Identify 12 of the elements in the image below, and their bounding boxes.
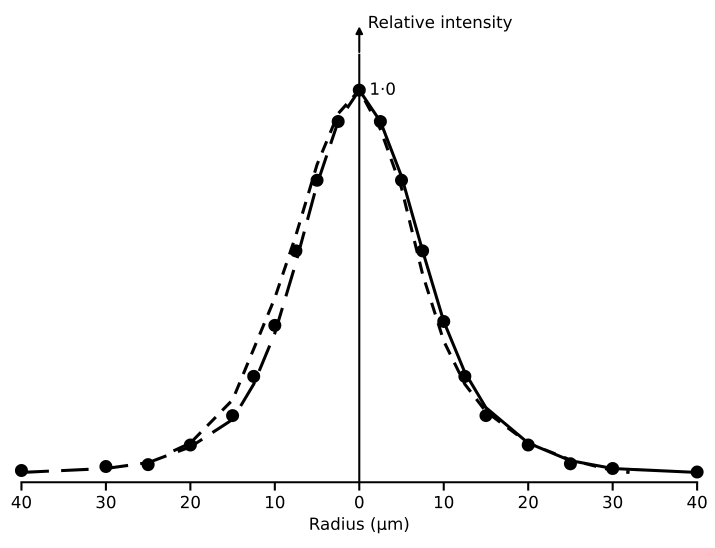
x-tick-label: 20 <box>180 496 200 508</box>
x-tick-label: 40 <box>12 496 31 508</box>
x-tick-label: 0 <box>355 496 364 508</box>
x-axis-title: Radius (μm) <box>310 517 408 534</box>
x-tick-label: 10 <box>434 496 454 508</box>
x-tick-label: 10 <box>266 496 284 508</box>
x-tick-label: 40 <box>687 496 707 508</box>
annotation: 1·0 <box>371 82 395 95</box>
x-tick-label: 20 <box>518 496 538 508</box>
x-tick-label: 30 <box>96 496 116 508</box>
x-tick-label: 30 <box>603 496 622 508</box>
y-axis-title: Relative intensity <box>369 15 512 32</box>
